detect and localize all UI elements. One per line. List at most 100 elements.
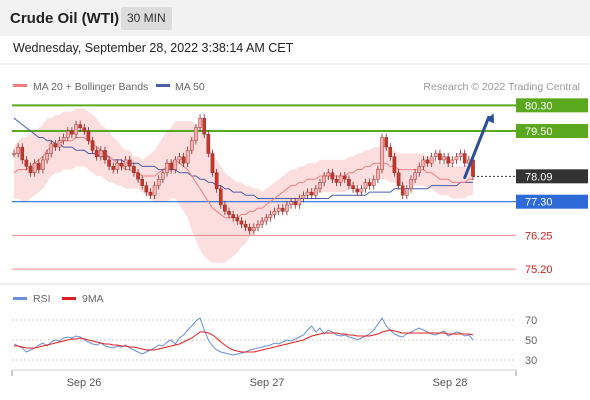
candle-body	[218, 188, 223, 206]
rsi-ma-line	[14, 329, 474, 353]
candle-body	[78, 124, 82, 129]
instrument-title: Crude Oil (WTI)	[10, 10, 120, 27]
rsi-tick-1: 50	[525, 335, 537, 347]
rsi-tick-0: 70	[525, 315, 537, 327]
candle-body	[119, 162, 124, 167]
candle-body	[425, 159, 430, 164]
level-label-1: 79.50	[525, 126, 553, 138]
candle-body	[16, 146, 20, 154]
candle-body	[421, 159, 426, 167]
candle-body	[462, 153, 467, 164]
legend-label-ma50: MA 50	[175, 81, 205, 93]
x-tick-label-2: Sep 28	[433, 377, 468, 389]
candle-body	[355, 188, 360, 193]
candle-body	[338, 175, 343, 183]
candle-body	[260, 220, 264, 225]
candle-body	[194, 127, 198, 141]
level-tag-2	[516, 194, 588, 209]
candle-body	[309, 191, 314, 196]
candle-body	[454, 156, 459, 161]
candle-body	[65, 130, 70, 138]
candle-body	[326, 172, 331, 177]
candle-body	[371, 179, 376, 186]
current-price-tag	[516, 169, 588, 184]
candle-body	[409, 179, 413, 190]
candle-body	[285, 204, 289, 212]
candle-body	[392, 156, 397, 173]
candle-body	[94, 150, 99, 157]
legend-label-rsi: RSI	[33, 293, 51, 305]
candle-body	[363, 182, 368, 190]
candle-body	[144, 185, 149, 193]
candle-body	[45, 153, 49, 161]
candle-body	[20, 146, 25, 161]
candle-body	[442, 156, 446, 161]
candle-body	[90, 140, 95, 151]
legend-label-rsi-ma: 9MA	[82, 293, 104, 305]
ma20-line	[13, 137, 473, 219]
candle-body	[450, 159, 455, 164]
candle-body	[334, 179, 339, 183]
candle-body	[107, 159, 111, 167]
candle-body	[235, 217, 240, 222]
candle-body	[28, 166, 33, 173]
candle-body	[458, 153, 463, 157]
candle-body	[173, 159, 178, 170]
forecast-arrow-head	[486, 113, 494, 124]
candle-body	[70, 130, 74, 135]
candle-body	[136, 172, 140, 180]
candle-body	[156, 179, 161, 186]
candle-body	[190, 140, 194, 151]
candle-body	[231, 214, 235, 218]
interval-badge[interactable]: 30 MIN	[121, 7, 172, 30]
candle-body	[53, 143, 58, 148]
candle-body	[41, 159, 45, 170]
candle-body	[206, 134, 211, 154]
candle-body	[289, 201, 293, 206]
candle-body	[37, 162, 41, 170]
legend-swatch-rsi	[13, 297, 27, 300]
candle-body	[405, 188, 409, 196]
legend-swatch-rsi-ma	[62, 297, 76, 300]
candle-body	[198, 117, 202, 129]
level-label-0: 80.30	[525, 100, 553, 112]
candle-body	[413, 172, 417, 180]
candle-body	[429, 156, 434, 164]
candle-body	[32, 162, 37, 173]
candle-body	[57, 140, 62, 148]
bollinger-band	[14, 108, 473, 263]
candle-body	[49, 143, 54, 154]
candle-body	[264, 217, 269, 222]
x-tick-label-1: Sep 27	[250, 377, 285, 389]
legend-swatch-ma50	[156, 84, 170, 87]
candle-body	[86, 130, 91, 141]
candle-body	[351, 185, 355, 190]
candle-body	[446, 156, 450, 164]
legend-swatch-ma20	[13, 84, 27, 87]
candle-body	[272, 211, 277, 215]
candle-body	[12, 153, 16, 155]
level-label-2: 77.30	[525, 197, 553, 209]
candle-body	[247, 227, 252, 231]
candle-body	[347, 179, 351, 186]
candle-body	[169, 162, 173, 170]
candle-body	[127, 159, 132, 167]
current-price-label: 78.09	[525, 171, 553, 183]
candle-body	[99, 150, 103, 157]
candle-body	[384, 137, 388, 148]
candle-body	[82, 127, 87, 132]
candle-body	[314, 188, 318, 196]
candle-body	[243, 223, 248, 228]
candle-body	[74, 124, 78, 135]
candle-body	[252, 227, 256, 231]
candle-body	[152, 185, 157, 196]
candle-body	[318, 182, 322, 190]
candle-body	[376, 169, 380, 180]
candle-body	[380, 137, 384, 170]
candle-body	[103, 150, 107, 161]
rsi-line	[13, 317, 474, 356]
candle-body	[111, 166, 116, 170]
forecast-arrow	[463, 115, 491, 180]
